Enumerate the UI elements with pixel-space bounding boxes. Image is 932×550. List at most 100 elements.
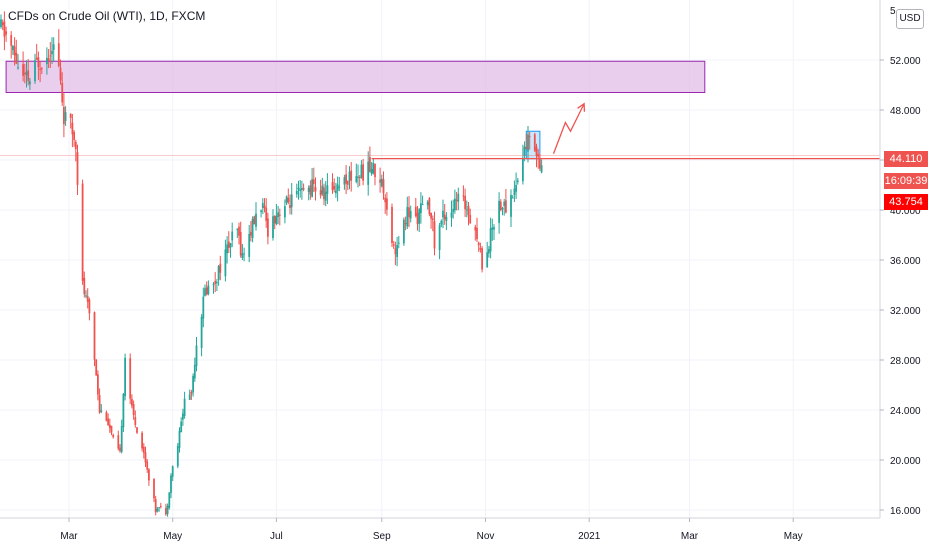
candle-body bbox=[275, 215, 278, 225]
candle-body bbox=[193, 364, 196, 379]
candle-body bbox=[535, 146, 538, 156]
candle-body bbox=[397, 242, 400, 244]
candle-body bbox=[285, 196, 288, 203]
candle-body bbox=[273, 216, 276, 224]
candle-body bbox=[539, 158, 541, 169]
projection-arrow-head bbox=[577, 102, 586, 112]
currency-button[interactable]: USD bbox=[896, 9, 924, 29]
candle-body bbox=[408, 207, 410, 217]
candle-body bbox=[239, 231, 242, 256]
candle-body bbox=[464, 195, 466, 210]
candle-body bbox=[386, 198, 388, 210]
price-tick-label: 52.000 bbox=[890, 56, 921, 67]
candle-body bbox=[86, 296, 89, 302]
candle-body bbox=[227, 241, 230, 248]
candle-body bbox=[229, 243, 232, 248]
candle-body bbox=[3, 21, 6, 37]
candle-body bbox=[105, 412, 108, 421]
candle-body bbox=[166, 505, 169, 515]
candle-body bbox=[97, 374, 99, 395]
candle-body bbox=[454, 198, 456, 211]
candle-body bbox=[39, 68, 41, 70]
candle-body bbox=[498, 200, 500, 223]
time-axis[interactable]: Mar May Jul Sep Nov 2021 Mar May bbox=[60, 518, 803, 542]
candle-body bbox=[426, 201, 429, 206]
candle-body bbox=[355, 176, 358, 182]
candle-body bbox=[382, 179, 385, 194]
candle-body bbox=[85, 295, 87, 297]
candle-body bbox=[319, 190, 322, 196]
candle-body bbox=[158, 507, 160, 509]
candle-body bbox=[414, 206, 417, 217]
candle-body bbox=[406, 207, 409, 227]
time-tick-label: Mar bbox=[681, 531, 699, 542]
candle-body bbox=[107, 418, 109, 426]
candle-body bbox=[367, 161, 370, 185]
candle-body bbox=[362, 164, 364, 181]
candle-body bbox=[260, 210, 262, 213]
candle-body bbox=[35, 58, 38, 60]
candle-body bbox=[479, 247, 482, 250]
candle-body bbox=[248, 233, 251, 257]
candle-body bbox=[394, 248, 397, 255]
candle-body bbox=[122, 393, 125, 428]
time-tick-label: May bbox=[784, 531, 803, 542]
candle-body bbox=[486, 252, 489, 268]
candle-body bbox=[370, 169, 373, 174]
candle-body bbox=[474, 226, 477, 231]
candle-body bbox=[301, 187, 303, 190]
candle-body bbox=[323, 187, 325, 200]
candle-body bbox=[207, 285, 210, 295]
candle-body bbox=[40, 68, 43, 70]
candle-body bbox=[403, 219, 405, 244]
candle-body bbox=[81, 183, 84, 281]
candle-body bbox=[421, 204, 424, 206]
candle-body bbox=[93, 312, 96, 360]
candle-body bbox=[238, 226, 240, 236]
candle-body bbox=[380, 178, 383, 187]
candle-body bbox=[277, 212, 279, 218]
candle-body bbox=[404, 223, 407, 225]
candle-body bbox=[333, 186, 336, 190]
candle-body bbox=[290, 194, 293, 208]
candle-body bbox=[195, 345, 198, 367]
price-tick-label: 5 bbox=[890, 6, 896, 17]
candle-body bbox=[372, 163, 375, 174]
price-tick-label: 48.000 bbox=[890, 106, 921, 117]
candle-body bbox=[37, 57, 40, 68]
candlestick-series bbox=[0, 11, 543, 517]
candle-body bbox=[442, 210, 444, 218]
candle-body bbox=[335, 190, 337, 194]
price-axis[interactable]: 52.00048.00044.00040.00036.00032.00028.0… bbox=[880, 6, 921, 517]
candle-body bbox=[170, 475, 172, 493]
candle-body bbox=[205, 287, 208, 295]
candle-body bbox=[338, 186, 341, 188]
candle-body bbox=[214, 280, 217, 284]
candle-body bbox=[360, 164, 363, 178]
price-tick-label: 36.000 bbox=[890, 256, 921, 267]
candle-body bbox=[374, 163, 376, 178]
supply-zone-rectangle bbox=[5, 60, 706, 93]
candle-body bbox=[284, 206, 286, 218]
candle-body bbox=[511, 197, 514, 199]
candle-body bbox=[287, 197, 290, 203]
candle-body bbox=[501, 208, 504, 210]
candle-body bbox=[307, 187, 310, 192]
time-tick-label: Sep bbox=[373, 531, 391, 542]
candle-body bbox=[134, 417, 137, 425]
candle-body bbox=[418, 209, 421, 224]
candle-body bbox=[516, 180, 519, 183]
candle-body bbox=[69, 114, 72, 118]
candle-body bbox=[505, 200, 507, 213]
candle-body bbox=[243, 253, 245, 255]
candle-body bbox=[212, 284, 215, 286]
candle-body bbox=[396, 244, 398, 258]
candle-body bbox=[124, 357, 126, 397]
candle-body bbox=[182, 413, 184, 420]
candle-body bbox=[231, 231, 234, 241]
candle-body bbox=[312, 179, 315, 185]
candle-body bbox=[153, 478, 155, 499]
candle-body bbox=[112, 434, 115, 438]
candle-body bbox=[443, 214, 446, 220]
